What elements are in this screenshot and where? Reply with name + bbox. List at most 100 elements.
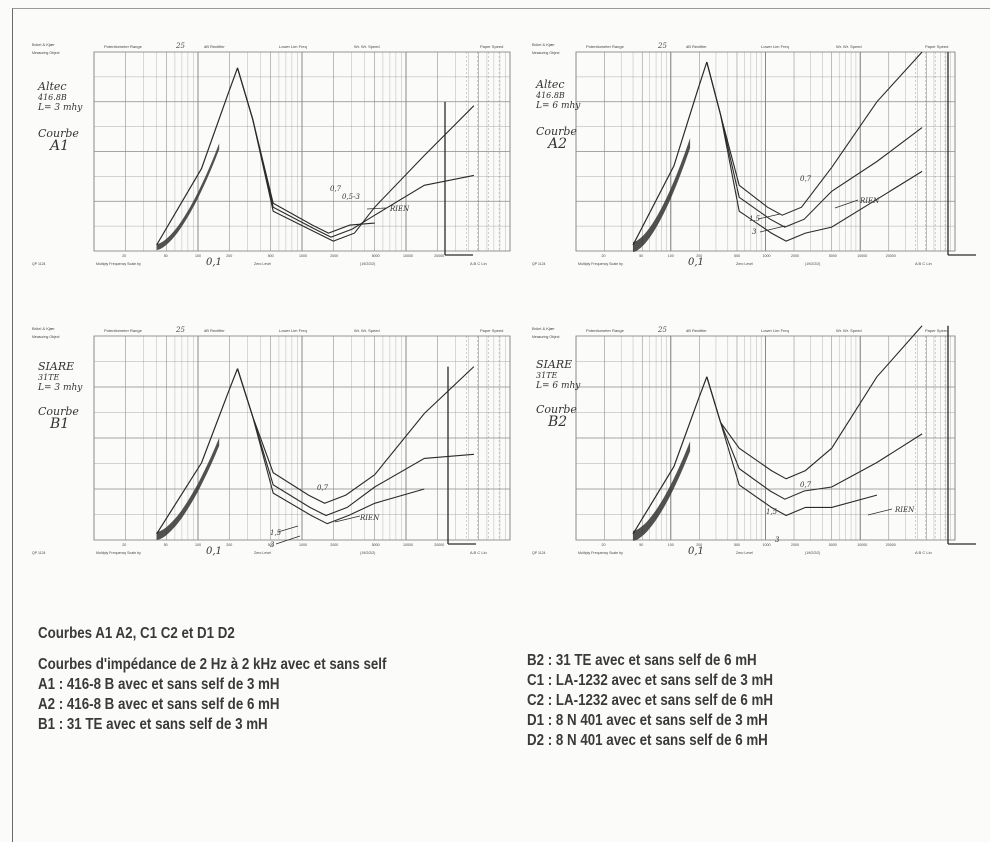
chart-b1: Brüel & Kjær Measuring Object Potentiomete… xyxy=(30,322,520,572)
freq-tick-label: 100 xyxy=(668,254,674,258)
scale-note: 0,1 xyxy=(688,546,704,557)
curve-rise xyxy=(156,368,239,535)
caption-line: A2 : 416-8 B avec et sans self de 6 mH xyxy=(38,696,280,713)
freq-tick-label: 10000 xyxy=(857,254,867,258)
chart-b2-hand-label: SIARE 31TE L= 6 mhy Courbe B2 xyxy=(536,358,581,430)
header-brand: Brüel & Kjær xyxy=(32,42,55,47)
header-range-value: 25 xyxy=(175,326,185,334)
footer-ref: (19/2/2/2) xyxy=(360,551,375,555)
freq-tick-label: 20000 xyxy=(886,543,896,547)
header-measuring: Measuring Object xyxy=(32,51,59,55)
chart-a2-hand-label: Altec 416.8B L= 6 mhy Courbe A2 xyxy=(536,78,581,152)
curve-annotation: 3 xyxy=(775,536,780,544)
footer-qp: QP 1124 xyxy=(32,262,46,266)
curve-annotation: RIEN xyxy=(389,205,410,213)
caption-line: D1 : 8 N 401 avec et sans self de 3 mH xyxy=(527,712,768,729)
curve-impedance xyxy=(236,366,475,504)
curve-annotation: RIEN xyxy=(859,197,880,205)
scale-note: 0,1 xyxy=(206,257,222,268)
footer-zero: Zero Level xyxy=(736,262,753,266)
header-measuring: Measuring Object xyxy=(532,335,559,339)
freq-tick-label: 2000 xyxy=(330,543,338,547)
freq-tick-label: 500 xyxy=(734,254,740,258)
freq-tick-label: 200 xyxy=(696,543,702,547)
freq-tick-label: 5000 xyxy=(372,254,380,258)
freq-tick-label: 200 xyxy=(226,543,232,547)
header-measuring: Measuring Object xyxy=(32,335,59,339)
curve-impedance xyxy=(706,376,878,517)
curve-annotation: 3 xyxy=(270,541,275,549)
freq-tick-label: 20000 xyxy=(434,254,444,258)
freq-tick-label: 10000 xyxy=(857,543,867,547)
freq-tick-label: 2000 xyxy=(791,543,799,547)
curve-impedance xyxy=(236,368,474,517)
freq-tick-label: 1000 xyxy=(299,254,307,258)
curve-lowfreq-band xyxy=(633,441,691,541)
header-lowlim: Lower Lim Freq xyxy=(279,44,307,49)
chart-b2-svg: Brüel & Kjær Measuring Object Potentiomete… xyxy=(532,325,976,557)
header-wrspeed: Wr. Wr. Speed xyxy=(354,44,380,49)
curve-impedance xyxy=(706,376,923,500)
header-range-label: Potentiometer Range xyxy=(104,328,143,333)
header-range-value: 25 xyxy=(657,326,667,334)
header-lowlim: Lower Lim Freq xyxy=(279,328,307,333)
freq-tick-label: 10000 xyxy=(403,254,413,258)
annotation-leader xyxy=(334,515,361,523)
footer-ref: (19/2/2/2) xyxy=(805,551,820,555)
header-db-label: dB Rectifier xyxy=(204,44,225,49)
caption-line: A1 : 416-8 B avec et sans self de 3 mH xyxy=(38,676,280,693)
freq-tick-label: 100 xyxy=(195,254,201,258)
curve-impedance xyxy=(236,67,475,242)
freq-tick-label: 20000 xyxy=(886,254,896,258)
curve-impedance xyxy=(706,61,923,242)
freq-tick-label: 5000 xyxy=(829,254,837,258)
curve-annotation: RIEN xyxy=(894,506,915,514)
footer-abc: A B C Lin xyxy=(470,550,487,555)
curve-annotation: 0,7 xyxy=(330,185,342,193)
freq-tick-label: 200 xyxy=(226,254,232,258)
header-paper: Paper Speed xyxy=(480,44,503,49)
caption-line: B1 : 31 TE avec et sans self de 3 mH xyxy=(38,716,268,733)
curve-annotation: 0,7 xyxy=(800,175,812,183)
caption-line: D2 : 8 N 401 avec et sans self de 6 mH xyxy=(527,732,768,749)
annotation-leader xyxy=(275,535,301,545)
chart-a1-svg: Brüel & Kjær Measuring Object Potentiomete… xyxy=(32,42,511,268)
curve-annotation: 1,5 xyxy=(749,215,761,223)
curve-annotation: 3 xyxy=(752,228,757,236)
header-paper: Paper Speed xyxy=(925,328,948,333)
footer-zero: Zero Level xyxy=(254,551,271,555)
freq-tick-label: 50 xyxy=(164,254,168,258)
curve-lowfreq-band xyxy=(156,437,220,540)
freq-tick-label: 50 xyxy=(639,254,643,258)
freq-tick-label: 500 xyxy=(268,543,274,547)
freq-tick-label: 10000 xyxy=(403,543,413,547)
freq-tick-label: 500 xyxy=(734,543,740,547)
freq-tick-label: 100 xyxy=(195,543,201,547)
chart-a1-hand-label: Altec 416.8B L= 3 mhy Courbe A1 xyxy=(38,80,83,154)
header-range-label: Potentiometer Range xyxy=(586,328,625,333)
header-db-label: dB Rectifier xyxy=(686,44,707,49)
curve-impedance xyxy=(236,67,375,234)
curve-impedance xyxy=(706,51,923,216)
caption-title: Courbes A1 A2, C1 C2 et D1 D2 xyxy=(38,625,235,642)
freq-tick-label: 5000 xyxy=(372,543,380,547)
header-db-label: dB Rectifier xyxy=(686,328,707,333)
curve-impedance xyxy=(706,325,923,480)
curve-annotation: 1,5 xyxy=(270,529,282,537)
header-lowlim: Lower Lim Freq xyxy=(761,44,789,49)
caption-line: C2 : LA-1232 avec et sans self de 6 mH xyxy=(527,692,773,709)
curve-rise xyxy=(632,376,708,535)
curve-impedance xyxy=(236,368,425,525)
curve-annotation: 0,5-3 xyxy=(342,193,360,201)
curve-annotation: 0,7 xyxy=(317,484,329,492)
curve-annotation: 0,7 xyxy=(800,481,812,489)
header-lowlim: Lower Lim Freq xyxy=(761,328,789,333)
footer-scale: Multiply Frequency Scale by xyxy=(96,262,141,266)
chart-a2-svg: Brüel & Kjær Measuring Object Potentiomete… xyxy=(532,42,976,268)
chart-a1: Brüel & Kjær Measuring Object Potentiomete… xyxy=(30,38,520,283)
curve-annotation: 1,5 xyxy=(766,508,778,516)
freq-tick-label: 200 xyxy=(696,254,702,258)
freq-tick-label: 50 xyxy=(164,543,168,547)
curve-rise xyxy=(156,67,239,246)
annotation-leader xyxy=(757,213,781,220)
